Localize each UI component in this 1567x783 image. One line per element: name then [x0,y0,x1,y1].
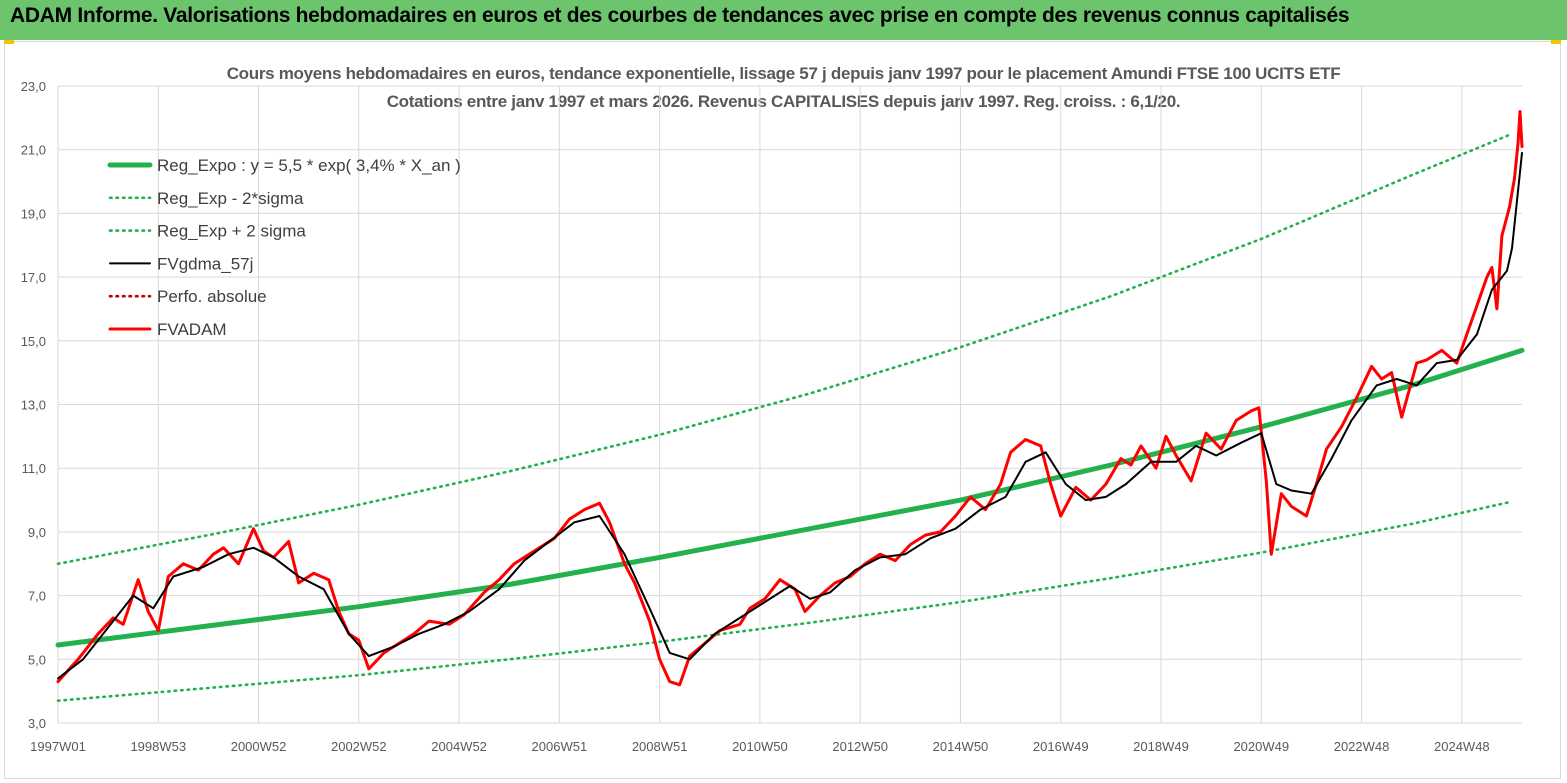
x-tick-label: 2020W49 [1233,739,1289,754]
legend-entry-label: Perfo. absolue [157,287,267,306]
x-tick-label: 2002W52 [331,739,387,754]
legend-entry-label: Reg_Expo : y = 5,5 * exp( 3,4% * X_an ) [157,156,461,175]
legend-entry-label: Reg_Exp + 2 sigma [157,222,306,241]
y-tick-label: 17,0 [21,270,46,285]
y-tick-label: 3,0 [28,716,46,731]
y-tick-label: 13,0 [21,398,46,413]
x-tick-label: 2022W48 [1334,739,1390,754]
trend-line-series [55,347,1525,648]
y-tick-label: 5,0 [28,652,46,667]
x-tick-label: 2008W51 [632,739,688,754]
y-tick-label: 19,0 [21,206,46,221]
x-tick-label: 2004W52 [431,739,487,754]
price-series [56,110,1524,687]
x-tick-label: 2024W48 [1434,739,1490,754]
y-tick-label: 21,0 [21,143,46,158]
y-tick-label: 11,0 [22,461,46,476]
x-tick-label: 2006W51 [532,739,588,754]
x-tick-label: 2010W50 [732,739,788,754]
chart-frame [4,41,1561,779]
x-tick-label: 2018W49 [1133,739,1189,754]
legend-entry-label: FVgdma_57j [157,254,253,273]
upper-band-series [56,132,1514,566]
x-tick-label: 2012W50 [832,739,888,754]
y-tick-label: 15,0 [21,334,46,349]
x-tick-label: 2016W49 [1033,739,1089,754]
y-tick-label: 7,0 [28,589,46,604]
x-tick-label: 2000W52 [231,739,287,754]
legend-entry-label: FVADAM [157,320,227,339]
chart-title: Cours moyens hebdomadaires en euros, ten… [226,64,1341,83]
frame-corner-marker [1551,40,1561,44]
frame-corner-marker [4,40,14,44]
lower-band-series [56,500,1514,702]
legend-entry-label: Reg_Exp - 2*sigma [157,189,304,208]
smoothed-series [57,151,1523,680]
y-tick-label: 9,0 [28,525,46,540]
chart-subtitle: Cotations entre janv 1997 et mars 2026. … [386,92,1181,111]
banner [0,0,1567,40]
x-tick-label: 2014W50 [933,739,989,754]
x-tick-label: 1998W53 [130,739,186,754]
y-tick-label: 23,0 [21,79,46,94]
x-tick-label: 1997W01 [30,739,86,754]
page-title: ADAM Informe. Valorisations hebdomadaire… [10,4,1350,27]
